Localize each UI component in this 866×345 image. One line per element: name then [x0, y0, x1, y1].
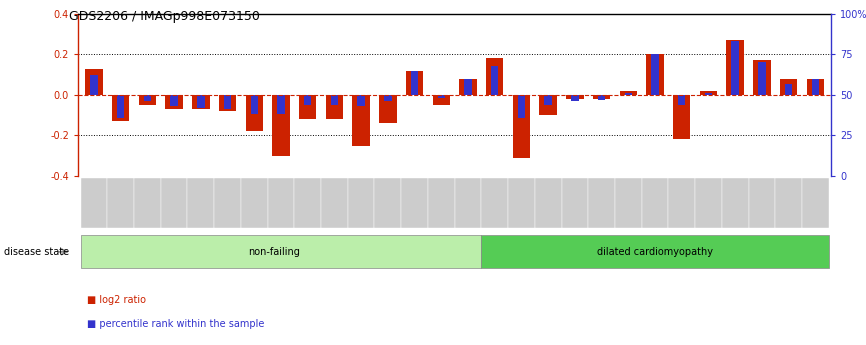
- Bar: [785, 83, 792, 95]
- FancyBboxPatch shape: [428, 178, 455, 228]
- FancyBboxPatch shape: [588, 178, 615, 228]
- FancyBboxPatch shape: [401, 178, 428, 228]
- FancyBboxPatch shape: [268, 178, 294, 228]
- FancyBboxPatch shape: [802, 178, 829, 228]
- FancyBboxPatch shape: [81, 178, 107, 228]
- Bar: [780, 79, 798, 95]
- Bar: [673, 95, 690, 139]
- Bar: [250, 95, 258, 114]
- FancyBboxPatch shape: [722, 178, 748, 228]
- Bar: [277, 95, 285, 114]
- Bar: [437, 95, 445, 98]
- FancyBboxPatch shape: [161, 178, 187, 228]
- FancyBboxPatch shape: [187, 178, 214, 228]
- Text: non-failing: non-failing: [249, 247, 301, 257]
- FancyBboxPatch shape: [535, 178, 561, 228]
- Bar: [304, 95, 312, 105]
- Bar: [620, 91, 637, 95]
- Text: disease state: disease state: [4, 247, 69, 257]
- FancyBboxPatch shape: [508, 178, 535, 228]
- Bar: [352, 95, 370, 146]
- FancyBboxPatch shape: [81, 235, 481, 268]
- Bar: [85, 69, 103, 95]
- Bar: [299, 95, 316, 119]
- Bar: [144, 95, 152, 101]
- FancyBboxPatch shape: [214, 178, 241, 228]
- Bar: [223, 95, 231, 109]
- Bar: [572, 95, 578, 101]
- Bar: [433, 95, 450, 105]
- Bar: [646, 54, 663, 95]
- Bar: [705, 93, 712, 95]
- FancyBboxPatch shape: [134, 178, 161, 228]
- Bar: [165, 95, 183, 109]
- Bar: [379, 95, 397, 123]
- Bar: [540, 95, 557, 115]
- Bar: [139, 95, 156, 105]
- Text: ■ log2 ratio: ■ log2 ratio: [87, 295, 145, 305]
- Bar: [624, 93, 632, 95]
- Bar: [459, 79, 476, 95]
- FancyBboxPatch shape: [481, 235, 829, 268]
- FancyBboxPatch shape: [481, 178, 508, 228]
- Bar: [700, 91, 717, 95]
- Bar: [753, 60, 771, 95]
- Bar: [732, 41, 739, 95]
- Bar: [486, 58, 503, 95]
- Bar: [197, 95, 204, 108]
- FancyBboxPatch shape: [642, 178, 669, 228]
- Bar: [678, 95, 686, 105]
- Bar: [545, 95, 552, 105]
- FancyBboxPatch shape: [561, 178, 588, 228]
- Bar: [406, 71, 423, 95]
- FancyBboxPatch shape: [321, 178, 348, 228]
- Bar: [192, 95, 210, 109]
- Text: dilated cardiomyopathy: dilated cardiomyopathy: [597, 247, 713, 257]
- Bar: [598, 95, 605, 100]
- FancyBboxPatch shape: [455, 178, 481, 228]
- Bar: [593, 95, 611, 99]
- FancyBboxPatch shape: [615, 178, 642, 228]
- Bar: [410, 71, 418, 95]
- Bar: [518, 95, 525, 118]
- FancyBboxPatch shape: [348, 178, 374, 228]
- FancyBboxPatch shape: [294, 178, 321, 228]
- Bar: [90, 76, 98, 95]
- Text: ■ percentile rank within the sample: ■ percentile rank within the sample: [87, 319, 264, 329]
- FancyBboxPatch shape: [748, 178, 775, 228]
- Bar: [806, 79, 824, 95]
- FancyBboxPatch shape: [669, 178, 695, 228]
- Bar: [513, 95, 530, 158]
- Bar: [171, 95, 178, 106]
- Bar: [358, 95, 365, 106]
- Bar: [464, 79, 472, 95]
- Text: GDS2206 / IMAGp998E073150: GDS2206 / IMAGp998E073150: [69, 10, 260, 23]
- Bar: [385, 95, 391, 101]
- Bar: [491, 66, 499, 95]
- Bar: [811, 79, 819, 95]
- Bar: [651, 54, 659, 95]
- Bar: [112, 95, 129, 121]
- FancyBboxPatch shape: [374, 178, 401, 228]
- Bar: [331, 95, 338, 105]
- Bar: [758, 62, 766, 95]
- FancyBboxPatch shape: [107, 178, 134, 228]
- Bar: [272, 95, 289, 156]
- Bar: [566, 95, 584, 99]
- FancyBboxPatch shape: [695, 178, 722, 228]
- FancyBboxPatch shape: [775, 178, 802, 228]
- FancyBboxPatch shape: [241, 178, 268, 228]
- Bar: [326, 95, 343, 119]
- Bar: [727, 40, 744, 95]
- Bar: [219, 95, 236, 111]
- Bar: [246, 95, 263, 131]
- Bar: [117, 95, 125, 118]
